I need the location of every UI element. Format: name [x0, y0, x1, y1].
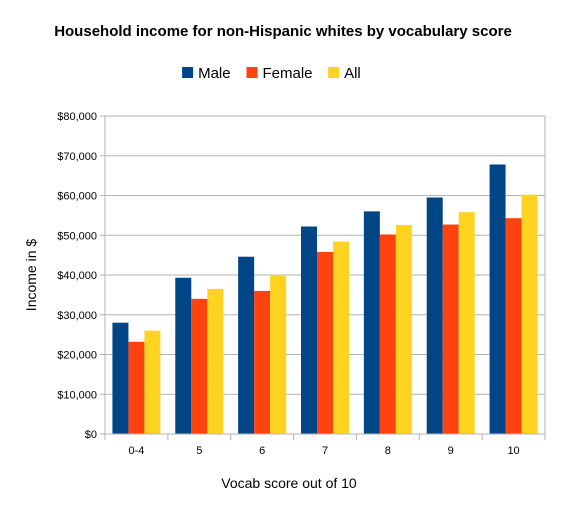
- y-tick-label: $70,000: [57, 151, 97, 163]
- y-tick-label: $20,000: [57, 350, 97, 362]
- legend-label-all: All: [344, 65, 361, 82]
- axes: [104, 115, 546, 440]
- x-tick-label: 6: [259, 445, 265, 457]
- x-tick-label: 9: [448, 445, 454, 457]
- bar-male-6: [238, 256, 255, 434]
- x-tick-label: 8: [385, 445, 391, 457]
- x-tick-label: 10: [507, 445, 519, 457]
- bar-male-7: [301, 226, 317, 434]
- y-tick-label: $30,000: [57, 310, 97, 322]
- bar-female-6: [254, 290, 271, 434]
- bar-male-0-4: [112, 322, 129, 434]
- bar-all-5: [207, 288, 224, 434]
- y-axis-title: Income in $: [23, 239, 39, 312]
- bar-female-0-4: [128, 341, 145, 434]
- bar-female-5: [191, 298, 208, 434]
- bar-male-5: [175, 277, 192, 434]
- y-tick-labels: $0 $10,000 $20,000 $30,000 $40,000 $50,000 $60…: [57, 111, 97, 441]
- bar-female-10: [505, 218, 522, 434]
- legend-label-female: Female: [263, 65, 313, 82]
- plot-area-border: [104, 115, 546, 435]
- chart-title: Household income for non-Hispanic whites…: [54, 23, 512, 40]
- bar-male-9: [426, 197, 443, 434]
- x-tick-label: 0-4: [128, 445, 144, 457]
- y-tick-label: $60,000: [57, 191, 97, 203]
- bar-male-8: [363, 211, 380, 434]
- legend-swatch-female: [246, 67, 258, 78]
- bar-all-0-4: [144, 330, 161, 434]
- bar-all-9: [458, 212, 475, 434]
- legend-label-male: Male: [198, 65, 231, 82]
- bar-all-8: [395, 224, 412, 434]
- legend-swatch-male: [182, 67, 194, 78]
- x-tick-label: 5: [196, 445, 202, 457]
- bars: [112, 164, 538, 434]
- x-tick-labels: 0-4 5 6 7 8 9 10: [128, 445, 519, 457]
- bar-female-8: [379, 234, 396, 434]
- bar-all-10: [521, 194, 538, 434]
- bar-all-6: [270, 275, 287, 434]
- y-tick-label: $50,000: [57, 230, 97, 242]
- y-tick-label: $0: [85, 429, 97, 441]
- bar-male-10: [489, 164, 506, 434]
- bar-all-7: [333, 241, 349, 434]
- bar-female-9: [442, 224, 459, 434]
- x-axis-title: Vocab score out of 10: [221, 475, 357, 491]
- bar-female-7: [317, 251, 333, 434]
- y-tick-label: $40,000: [57, 270, 97, 282]
- x-tick-label: 7: [322, 445, 328, 457]
- y-tick-label: $10,000: [57, 389, 97, 401]
- y-tick-label: $80,000: [57, 111, 97, 123]
- legend-swatch-all: [328, 67, 340, 78]
- legend: Male Female All: [182, 65, 361, 82]
